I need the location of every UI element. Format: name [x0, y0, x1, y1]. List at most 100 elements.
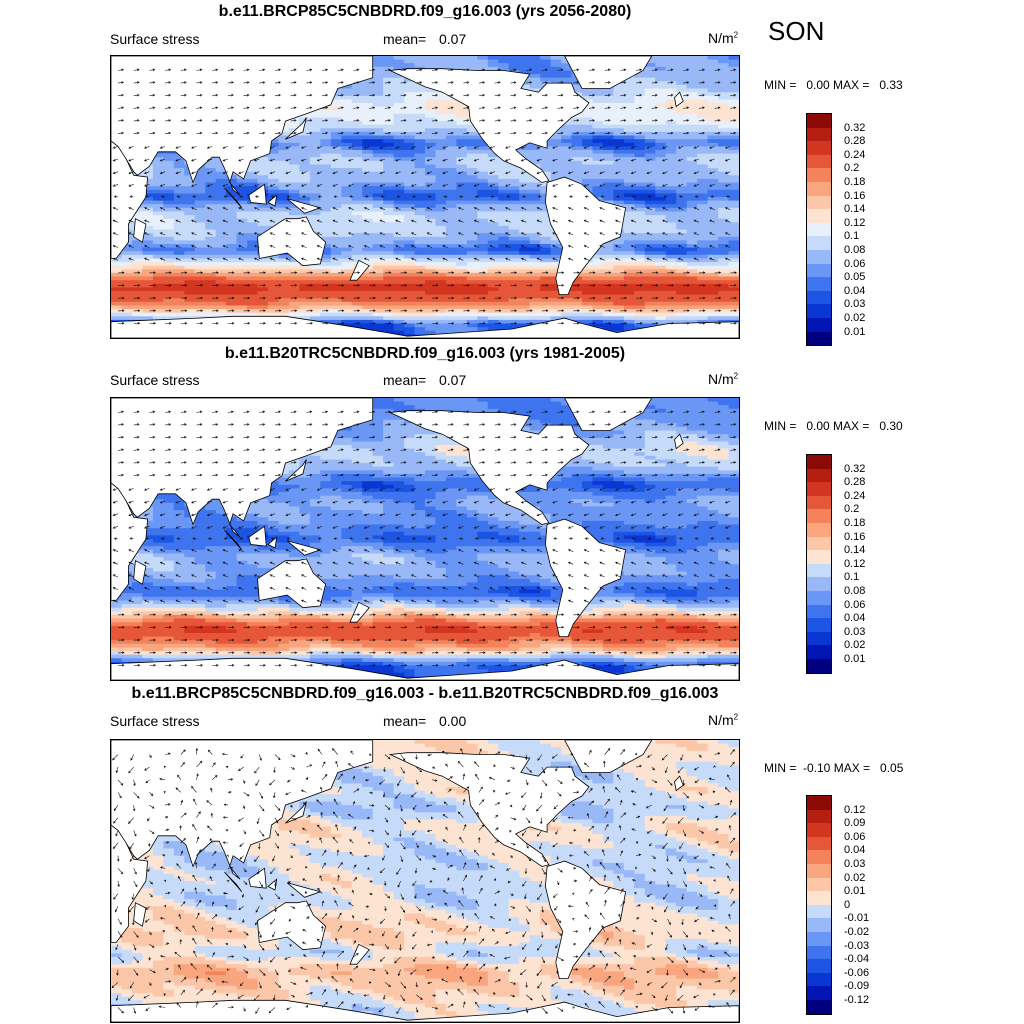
stress-cell — [131, 258, 143, 263]
stress-cell — [205, 309, 217, 314]
stress-cell — [571, 146, 583, 151]
stress-cell — [718, 113, 730, 118]
stress-cell — [404, 110, 416, 115]
stress-cell — [163, 222, 175, 227]
stress-cell — [173, 244, 185, 249]
stress-cell — [152, 276, 164, 281]
stress-cell — [592, 160, 604, 165]
stress-cell — [445, 110, 457, 115]
stress-cell — [288, 160, 300, 165]
stress-cell — [351, 113, 363, 118]
stress-cell — [393, 150, 405, 155]
stress-cell — [613, 298, 625, 303]
stress-cell — [372, 95, 384, 100]
wind-stress-vector — [149, 119, 156, 122]
stress-cell — [330, 291, 342, 296]
panel1-mean-label: mean= — [383, 31, 427, 47]
stress-cell — [372, 81, 384, 86]
stress-cell — [676, 110, 688, 115]
stress-cell — [341, 175, 353, 180]
stress-cell — [613, 269, 625, 274]
stress-cell — [519, 225, 531, 231]
stress-cell — [529, 233, 541, 238]
stress-cell — [184, 280, 196, 285]
stress-cell — [676, 244, 688, 249]
stress-cell — [330, 207, 342, 212]
stress-cell — [519, 247, 531, 252]
stress-cell — [718, 186, 730, 191]
stress-cell — [582, 280, 594, 285]
stress-cell — [602, 298, 614, 303]
stress-cell — [351, 283, 363, 288]
wind-stress-vector — [117, 119, 125, 122]
stress-cell — [592, 294, 604, 299]
stress-cell — [299, 186, 311, 191]
wind-stress-vector — [353, 119, 360, 122]
stress-cell — [571, 160, 583, 165]
stress-cell — [278, 298, 290, 303]
stress-cell — [330, 225, 342, 231]
stress-cell — [498, 272, 510, 278]
stress-cell — [582, 316, 594, 321]
stress-cell — [686, 95, 698, 100]
stress-cell — [686, 269, 698, 274]
stress-cell — [623, 276, 635, 281]
stress-cell — [351, 222, 363, 227]
stress-cell — [414, 128, 426, 133]
stress-cell — [173, 269, 185, 274]
stress-cell — [728, 153, 739, 158]
stress-cell — [477, 168, 489, 173]
stress-cell — [519, 186, 531, 191]
stress-cell — [519, 312, 531, 317]
stress-cell — [697, 139, 709, 144]
stress-cell — [477, 309, 489, 314]
wind-stress-vector — [259, 81, 266, 84]
stress-cell — [215, 182, 227, 187]
stress-cell — [278, 215, 290, 220]
stress-cell — [445, 229, 457, 234]
stress-cell — [152, 280, 164, 285]
stress-cell — [163, 168, 175, 173]
stress-cell — [351, 88, 363, 93]
stress-cell — [330, 139, 342, 144]
stress-cell — [728, 294, 739, 299]
stress-cell — [644, 131, 656, 137]
stress-cell — [414, 168, 426, 173]
stress-cell — [278, 269, 290, 274]
stress-cell — [487, 211, 499, 216]
stress-cell — [655, 142, 667, 147]
stress-cell — [519, 305, 531, 310]
wind-stress-vector — [369, 106, 376, 110]
stress-cell — [184, 182, 196, 187]
stress-cell — [623, 258, 635, 263]
stress-cell — [582, 312, 594, 317]
wind-stress-vector — [133, 119, 140, 122]
stress-cell — [697, 319, 709, 325]
stress-cell — [309, 189, 321, 194]
stress-cell — [466, 244, 478, 249]
stress-cell — [341, 312, 353, 317]
stress-cell — [613, 99, 625, 104]
stress-cell — [142, 276, 154, 281]
stress-cell — [425, 63, 437, 68]
stress-cell — [445, 233, 457, 238]
stress-cell — [445, 113, 457, 118]
stress-cell — [236, 189, 248, 194]
stress-cell — [686, 150, 698, 155]
stress-cell — [330, 305, 342, 310]
stress-cell — [445, 168, 457, 173]
stress-cell — [697, 298, 709, 303]
stress-cell — [393, 66, 405, 71]
stress-cell — [445, 63, 457, 68]
stress-cell — [498, 211, 510, 216]
stress-cell — [602, 171, 614, 176]
stress-cell — [163, 197, 175, 202]
stress-cell — [728, 186, 739, 191]
stress-cell — [111, 291, 123, 296]
stress-cell — [644, 316, 656, 321]
stress-cell — [152, 189, 164, 194]
stress-cell — [226, 312, 238, 317]
stress-cell — [194, 251, 206, 256]
wind-stress-vector — [489, 146, 495, 149]
stress-cell — [163, 204, 175, 209]
